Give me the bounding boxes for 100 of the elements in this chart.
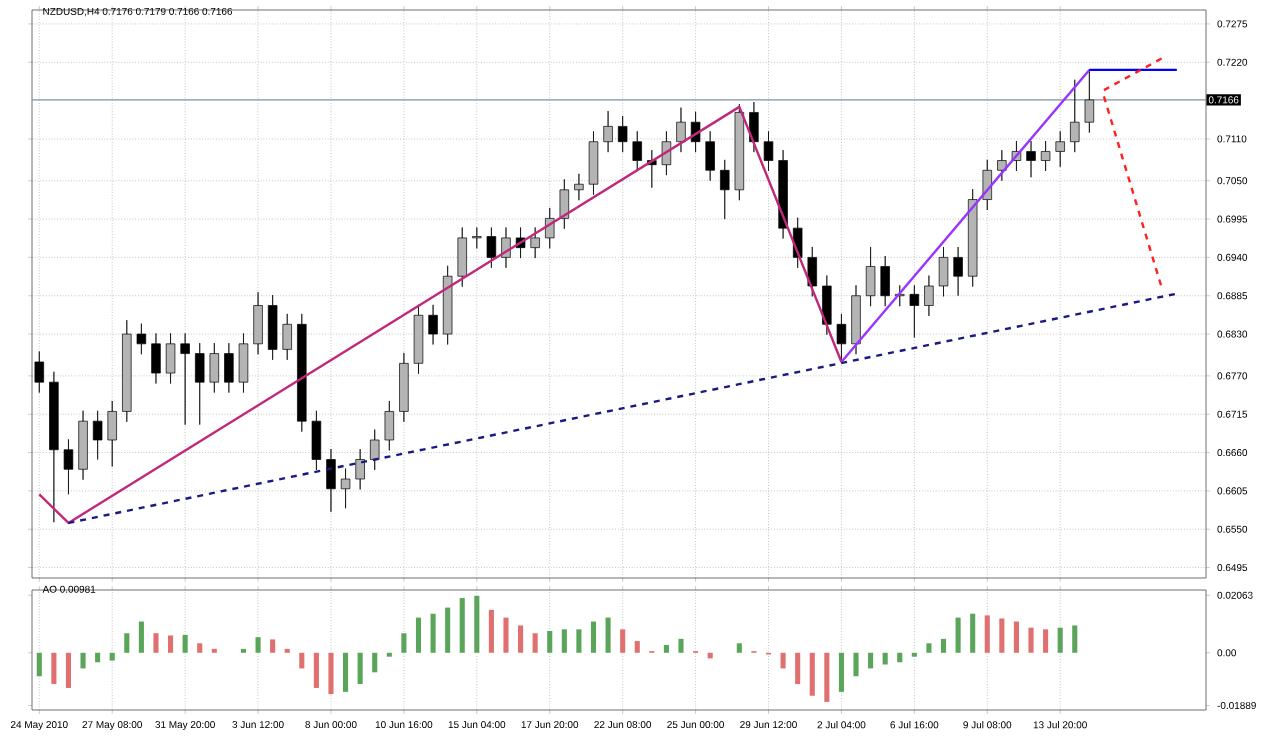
bar — [605, 617, 611, 653]
bar — [561, 629, 567, 653]
bar — [620, 629, 626, 653]
bar — [95, 652, 101, 663]
bar — [882, 652, 888, 665]
bar — [313, 652, 319, 688]
candlestick — [326, 448, 336, 513]
bar — [678, 638, 684, 653]
candlestick — [253, 291, 263, 355]
candlestick — [1055, 130, 1065, 168]
bar — [838, 652, 844, 692]
candlestick — [953, 246, 963, 297]
candlestick — [442, 265, 453, 345]
candlestick — [1026, 140, 1036, 178]
bar — [474, 595, 480, 653]
bar — [547, 631, 553, 653]
candlestick — [370, 429, 380, 471]
bar — [401, 633, 407, 653]
bar — [795, 652, 801, 685]
bar — [853, 652, 859, 677]
candlestick — [355, 448, 365, 490]
candlestick — [49, 371, 59, 523]
candlestick — [340, 468, 351, 509]
candlestick — [865, 246, 876, 307]
bar — [343, 652, 349, 692]
candlestick — [92, 410, 103, 460]
bar — [590, 621, 597, 653]
bar — [415, 617, 422, 653]
bar — [984, 615, 990, 653]
bar — [1013, 621, 1019, 653]
candlestick — [1040, 140, 1051, 172]
bar — [663, 644, 669, 653]
candlestick — [122, 319, 132, 423]
candlestick — [967, 188, 978, 288]
bar — [182, 634, 188, 653]
bar — [445, 607, 451, 653]
bar — [736, 643, 742, 653]
bar — [80, 652, 86, 669]
candlestick — [282, 313, 292, 361]
candlestick — [457, 227, 467, 288]
candlestick — [136, 323, 147, 355]
bar — [809, 652, 815, 696]
candlestick — [399, 352, 409, 423]
candlestick — [705, 130, 715, 182]
bar — [109, 652, 115, 661]
bar — [168, 635, 174, 653]
candlestick — [413, 304, 424, 375]
candlestick — [267, 294, 278, 361]
bar — [197, 643, 203, 653]
bar — [459, 598, 465, 653]
candlestick — [384, 400, 395, 451]
candlestick — [311, 410, 322, 471]
bar — [897, 652, 903, 663]
candlestick — [34, 351, 45, 393]
bar — [532, 633, 538, 653]
bar — [503, 617, 509, 653]
candlestick — [107, 400, 117, 467]
candlestick — [78, 410, 88, 481]
candlestick — [428, 304, 438, 345]
bar — [328, 652, 334, 695]
candlestick — [165, 333, 176, 384]
candlestick — [778, 149, 788, 239]
candlestick — [822, 275, 832, 336]
bar — [824, 652, 830, 702]
candlestick — [632, 130, 642, 172]
bar — [1072, 625, 1078, 653]
bar — [634, 641, 640, 653]
candlestick — [530, 227, 540, 259]
candlestick — [909, 284, 920, 338]
candlestick — [880, 255, 890, 307]
candlestick — [617, 115, 628, 153]
candlestick — [676, 107, 686, 153]
candlestick — [807, 246, 817, 297]
candlestick — [1084, 68, 1095, 133]
candlestick — [297, 313, 307, 432]
candlestick — [851, 284, 861, 355]
bar — [430, 613, 436, 653]
bar — [138, 621, 144, 653]
candlestick — [997, 149, 1007, 182]
candlestick — [588, 130, 599, 196]
candlestick — [238, 333, 249, 393]
bar — [576, 629, 582, 653]
candlestick — [224, 342, 234, 393]
bar — [999, 618, 1005, 653]
bar — [488, 609, 494, 653]
bar — [36, 652, 42, 677]
candlestick — [1070, 79, 1080, 153]
bar — [868, 652, 874, 669]
bar — [372, 652, 378, 673]
candlestick — [763, 130, 774, 172]
bar — [65, 652, 72, 688]
line-series — [38, 105, 843, 525]
bar — [518, 625, 524, 653]
candlestick — [151, 333, 161, 384]
bar — [299, 652, 305, 669]
candlestick — [63, 438, 74, 495]
bar — [1043, 629, 1049, 653]
candlestick — [574, 173, 584, 201]
candlestick — [938, 246, 949, 297]
bar — [970, 613, 976, 653]
